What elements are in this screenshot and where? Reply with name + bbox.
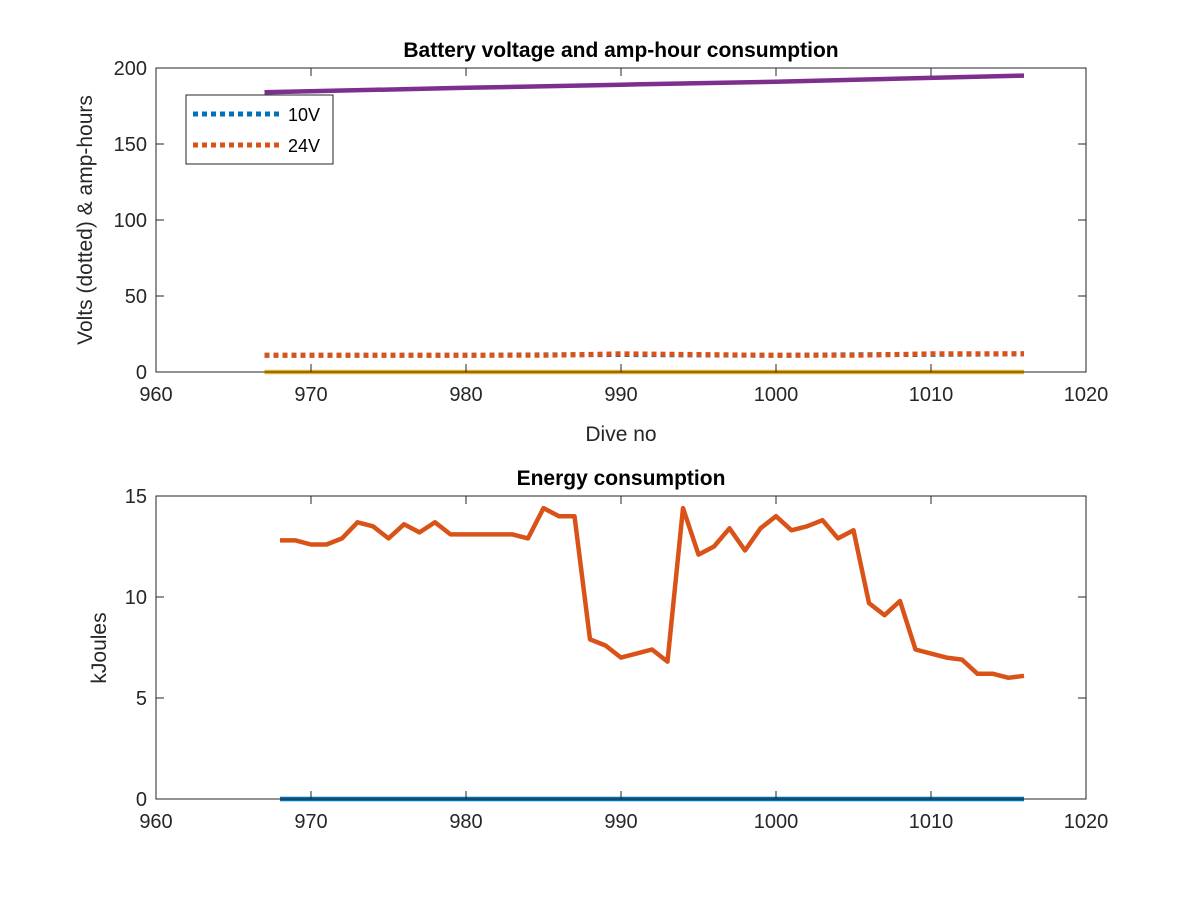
energy-y-axis-label: kJoules (88, 612, 111, 683)
voltage-series-group (264, 73, 1025, 375)
energy-x-tick-label: 1020 (1064, 811, 1109, 833)
energy-x-tick-label: 980 (449, 811, 482, 833)
voltage-legend: 10V 24V (185, 94, 334, 165)
voltage-plot-title: Battery voltage and amp-hour consumption (403, 39, 838, 62)
energy-x-tick-label: 1000 (754, 811, 799, 833)
voltage-y-tick-label: 200 (114, 58, 147, 80)
voltage-x-tick-label: 980 (449, 384, 482, 406)
voltage-plot: 960 970 980 990 1000 1010 1020 0 50 100 150 200 Bat… (74, 39, 1108, 446)
voltage-x-tick-label: 1000 (754, 384, 799, 406)
legend-box (185, 94, 334, 165)
energy-series-line-1 (280, 505, 1025, 681)
voltage-y-tick-label: 50 (125, 286, 147, 308)
voltage-x-tick-label: 990 (604, 384, 637, 406)
voltage-series-line-3 (264, 73, 1025, 95)
legend-label-24v: 24V (288, 136, 320, 156)
energy-plot-title: Energy consumption (517, 467, 726, 490)
energy-x-tick-label: 1010 (909, 811, 954, 833)
voltage-x-tick-label: 960 (139, 384, 172, 406)
voltage-x-tick-label: 1020 (1064, 384, 1109, 406)
energy-y-tick-label: 5 (136, 688, 147, 710)
voltage-y-tick-label: 100 (114, 210, 147, 232)
voltage-y-tick-label: 150 (114, 134, 147, 156)
energy-x-tick-label: 970 (294, 811, 327, 833)
energy-y-tick-label: 15 (125, 486, 147, 508)
energy-x-tick-label: 990 (604, 811, 637, 833)
voltage-x-axis-label: Dive no (585, 423, 656, 446)
voltage-x-tick-label: 1010 (909, 384, 954, 406)
energy-y-tick-label: 10 (125, 587, 147, 609)
energy-series-group (280, 505, 1025, 802)
voltage-series-line-24v (264, 351, 1024, 358)
energy-plot: 960 970 980 990 1000 1010 1020 0 5 10 15 Energy co… (88, 467, 1108, 833)
energy-ticks: 960 970 980 990 1000 1010 1020 0 5 10 15 (125, 486, 1109, 833)
voltage-x-tick-label: 970 (294, 384, 327, 406)
energy-x-tick-label: 960 (139, 811, 172, 833)
voltage-y-tick-label: 0 (136, 362, 147, 384)
voltage-y-axis-label: Volts (dotted) & amp-hours (74, 95, 97, 345)
voltage-ticks: 960 970 980 990 1000 1010 1020 0 50 100 150 200 (114, 58, 1109, 406)
energy-y-tick-label: 0 (136, 789, 147, 811)
legend-label-10v: 10V (288, 105, 320, 125)
